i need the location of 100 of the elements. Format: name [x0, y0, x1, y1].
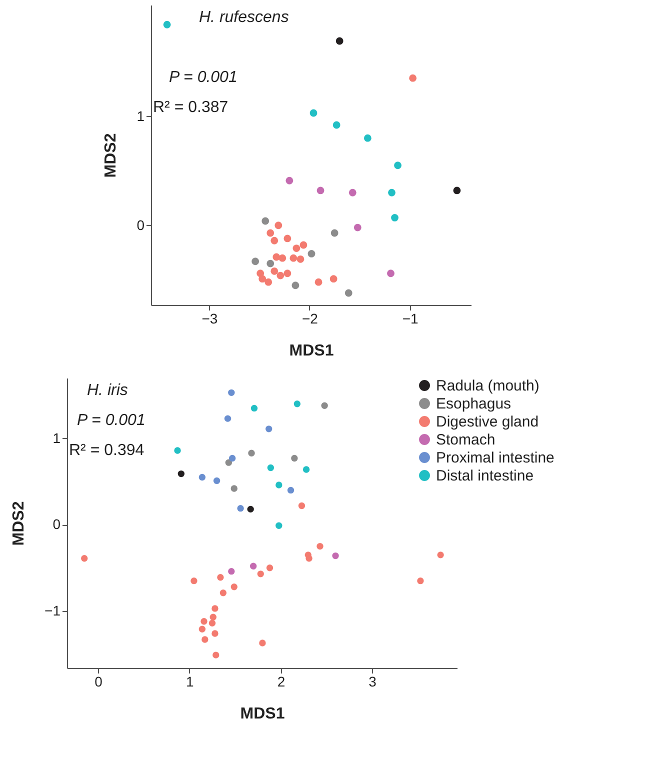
x-tick-label: −3 [202, 310, 218, 326]
point [276, 272, 284, 280]
point [336, 37, 344, 45]
legend-label: Digestive gland [436, 414, 539, 430]
point [212, 652, 220, 658]
point [321, 402, 328, 409]
point [174, 447, 181, 454]
point [417, 577, 424, 584]
point [190, 577, 198, 584]
y-axis-title: MDS2 [102, 133, 120, 178]
point [81, 555, 88, 562]
annotation: R² = 0.394 [69, 442, 144, 459]
point [228, 454, 236, 462]
annotation: P = 0.001 [169, 69, 238, 86]
point [388, 188, 396, 196]
point [332, 552, 339, 560]
annotation: R² = 0.387 [153, 99, 228, 116]
point [306, 555, 312, 562]
point [225, 459, 232, 466]
point [230, 584, 238, 590]
point [262, 217, 270, 225]
point [247, 506, 254, 513]
point [298, 502, 306, 510]
point [291, 454, 298, 462]
point [330, 275, 338, 283]
legend-label: Stomach [436, 432, 496, 448]
x-tick-label: −1 [402, 310, 418, 326]
point [348, 188, 356, 196]
point [220, 590, 227, 596]
point [230, 485, 238, 492]
point [259, 640, 266, 646]
point [276, 522, 282, 529]
point [364, 134, 372, 142]
legend-label: Distal intestine [436, 468, 534, 484]
point [217, 574, 224, 581]
point [330, 229, 338, 237]
x-axis-title: MDS1 [240, 706, 285, 722]
point [178, 470, 185, 478]
point [302, 466, 310, 473]
point [228, 389, 235, 396]
annotation: H. iris [87, 382, 128, 399]
legend-label: Esophagus [436, 396, 512, 412]
annotation: H. rufescens [199, 9, 289, 26]
point [252, 258, 260, 266]
point [286, 176, 294, 184]
point [354, 224, 362, 232]
point [308, 250, 316, 258]
x-tick-label: −2 [302, 310, 318, 326]
point [332, 121, 340, 129]
point [264, 278, 272, 286]
point [387, 270, 394, 278]
annotation: P = 0.001 [77, 412, 146, 429]
point [265, 426, 272, 432]
point [257, 570, 264, 578]
y-tick-label: 1 [52, 430, 61, 446]
point [292, 282, 300, 290]
point [250, 562, 257, 570]
point [208, 620, 216, 626]
point [272, 253, 280, 261]
point [284, 270, 292, 278]
point [300, 241, 308, 249]
point [391, 214, 398, 222]
y-tick-label: −1 [44, 602, 61, 619]
point [212, 630, 218, 637]
point [202, 636, 208, 643]
point [224, 415, 232, 422]
point [266, 229, 274, 237]
point [213, 477, 220, 484]
point [228, 568, 235, 575]
legend-label: Radula (mouth) [436, 378, 540, 394]
point [266, 564, 274, 572]
point [163, 20, 171, 28]
x-tick-label: 0 [94, 674, 103, 690]
point [274, 222, 282, 230]
point [278, 254, 286, 262]
point [270, 267, 278, 275]
x-tick-label: 3 [368, 674, 377, 690]
legend-label: Proximal intestine [436, 450, 554, 466]
point [212, 605, 218, 612]
point [284, 234, 292, 242]
point [270, 236, 278, 244]
point [453, 186, 461, 194]
point [200, 618, 208, 625]
point [409, 74, 417, 82]
x-tick-label: 1 [186, 674, 194, 690]
point [198, 626, 206, 633]
y-axis-title: MDS2 [10, 501, 28, 546]
point [316, 542, 324, 550]
point [437, 552, 444, 558]
point [250, 404, 258, 412]
point [287, 486, 294, 494]
point [267, 464, 274, 472]
point [276, 482, 282, 488]
point [248, 450, 255, 456]
point [198, 474, 206, 481]
point [294, 400, 301, 408]
point [314, 278, 322, 286]
point [296, 255, 304, 263]
x-tick-label: 2 [277, 674, 286, 690]
point [394, 162, 402, 170]
